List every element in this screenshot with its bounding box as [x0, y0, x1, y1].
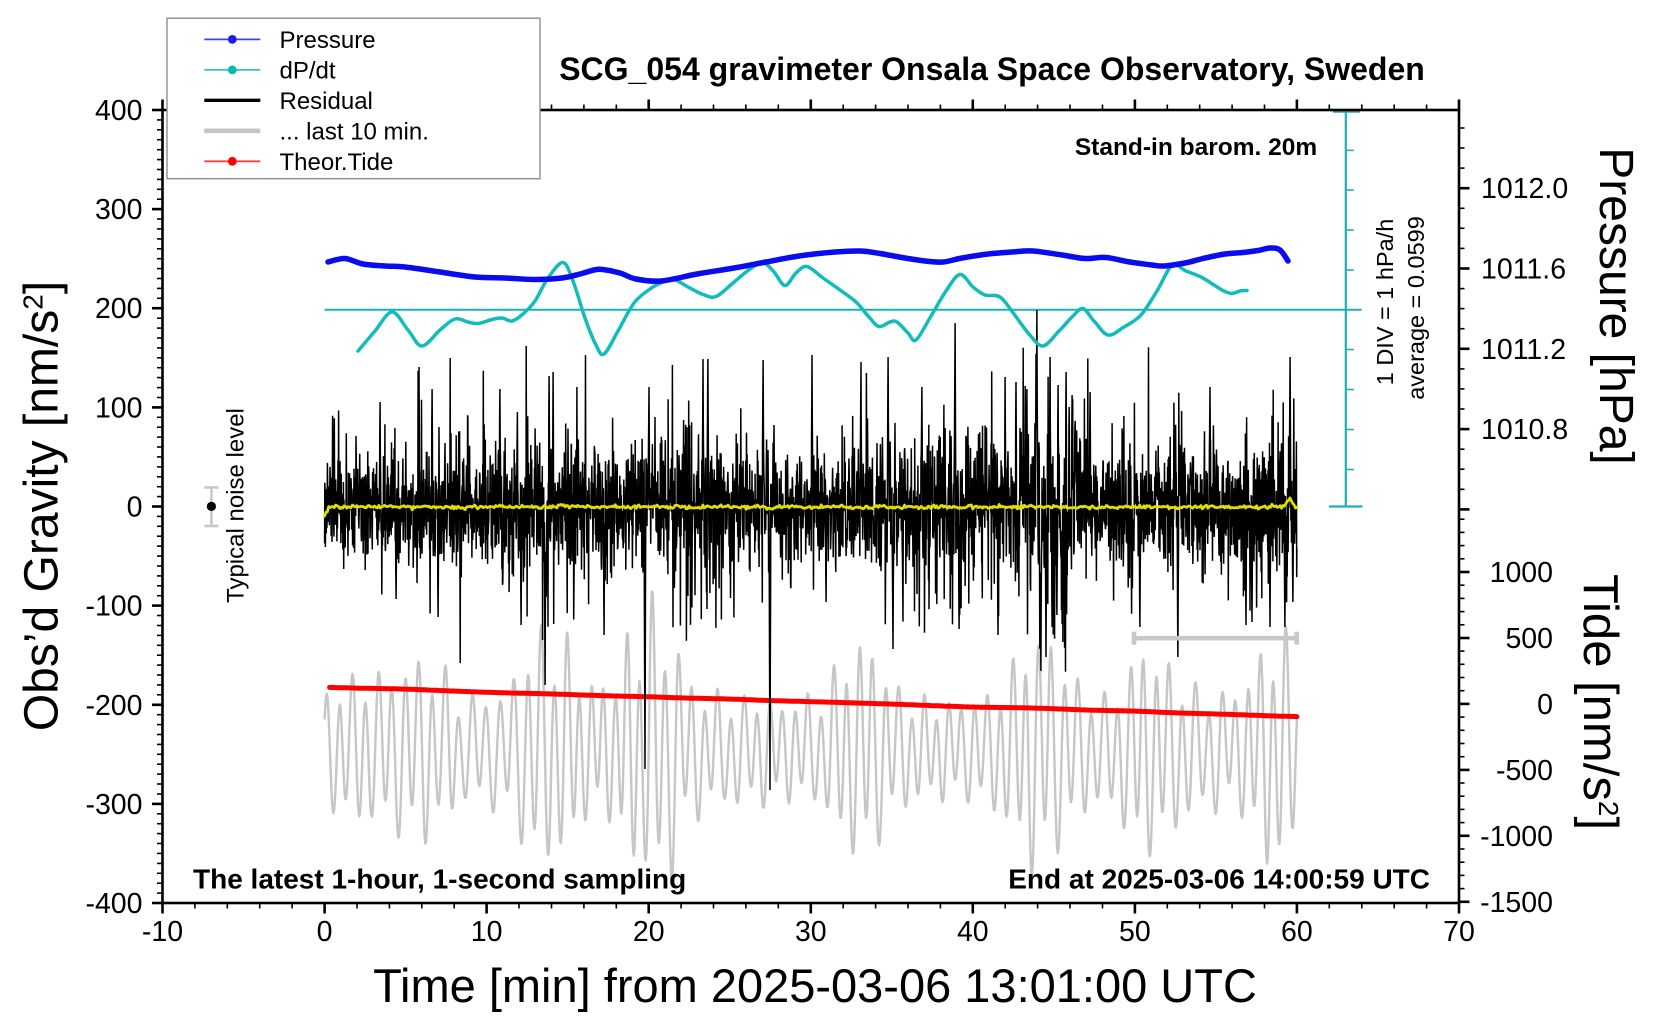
svg-text:1011.2: 1011.2 — [1481, 334, 1566, 366]
svg-text:Obs’d Gravity [nm/s2]: Obs’d Gravity [nm/s2] — [16, 281, 69, 731]
svg-text:1012.0: 1012.0 — [1481, 173, 1568, 205]
svg-text:-10: -10 — [142, 916, 183, 948]
svg-text:... last 10 min.: ... last 10 min. — [280, 119, 429, 146]
svg-text:Stand-in barom. 20m: Stand-in barom. 20m — [1075, 134, 1317, 161]
svg-text:dP/dt: dP/dt — [280, 58, 336, 85]
svg-text:0: 0 — [317, 916, 333, 948]
svg-text:average = 0.0599: average = 0.0599 — [1403, 216, 1429, 400]
svg-text:1010.8: 1010.8 — [1481, 414, 1568, 446]
svg-text:200: 200 — [95, 293, 143, 325]
svg-text:300: 300 — [95, 194, 143, 226]
svg-text:-400: -400 — [85, 888, 142, 920]
svg-text:10: 10 — [471, 916, 503, 948]
svg-text:100: 100 — [95, 392, 143, 424]
svg-text:Theor.Tide: Theor.Tide — [280, 149, 394, 176]
svg-text:20: 20 — [633, 916, 665, 948]
svg-text:Typical noise level: Typical noise level — [223, 408, 250, 603]
svg-text:0: 0 — [127, 492, 143, 524]
svg-text:500: 500 — [1505, 623, 1553, 655]
svg-text:-1000: -1000 — [1480, 821, 1553, 853]
svg-text:400: 400 — [95, 95, 143, 127]
svg-text:30: 30 — [795, 916, 827, 948]
svg-text:SCG_054 gravimeter Onsala Spac: SCG_054 gravimeter Onsala Space Observat… — [559, 51, 1425, 87]
svg-text:Residual: Residual — [280, 88, 373, 115]
svg-text:Pressure: Pressure — [280, 27, 376, 54]
svg-text:40: 40 — [957, 916, 989, 948]
svg-text:The latest 1-hour, 1-second sa: The latest 1-hour, 1-second sampling — [193, 864, 686, 895]
svg-text:-200: -200 — [85, 690, 142, 722]
svg-text:60: 60 — [1281, 916, 1313, 948]
svg-text:0: 0 — [1537, 689, 1553, 721]
svg-text:1 DIV = 1 hPa/h: 1 DIV = 1 hPa/h — [1372, 219, 1398, 386]
svg-text:1011.6: 1011.6 — [1481, 254, 1566, 286]
svg-text:End at 2025-03-06 14:00:59 UTC: End at 2025-03-06 14:00:59 UTC — [1008, 864, 1430, 895]
svg-text:-100: -100 — [85, 591, 142, 623]
svg-text:-1500: -1500 — [1480, 887, 1553, 919]
svg-text:Time [min] from 2025-03-06 13:: Time [min] from 2025-03-06 13:01:00 UTC — [373, 959, 1257, 1012]
svg-text:70: 70 — [1443, 916, 1475, 948]
svg-text:-500: -500 — [1496, 755, 1553, 787]
svg-text:Tide [nm/s2]: Tide [nm/s2] — [1573, 574, 1627, 830]
svg-text:50: 50 — [1119, 916, 1151, 948]
svg-text:-300: -300 — [85, 789, 142, 821]
svg-text:Pressure [hPa]: Pressure [hPa] — [1589, 147, 1642, 464]
svg-text:1000: 1000 — [1490, 557, 1553, 589]
